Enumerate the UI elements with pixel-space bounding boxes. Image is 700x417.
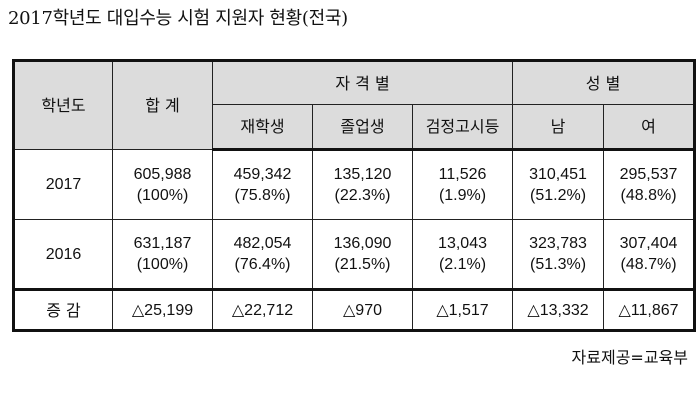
ged-cell: 11,526 (1.9%)	[411, 149, 514, 220]
cell-percent: (22.3%)	[334, 187, 391, 204]
cell-percent: (48.8%)	[620, 187, 677, 204]
header-qualification: 자 격 별	[211, 60, 514, 105]
cell-percent: (48.7%)	[620, 256, 677, 273]
cell-value: 482,054	[233, 235, 292, 252]
header-gender: 성 별	[512, 60, 696, 105]
cell-value: 459,342	[233, 166, 292, 183]
header-enrolled: 재학생	[212, 104, 313, 151]
cell-percent: (76.4%)	[234, 256, 291, 273]
male-cell: 323,783 (51.3%)	[512, 219, 605, 290]
total-cell: 631,187 (100%)	[112, 219, 213, 290]
year-cell: 2017	[13, 149, 113, 220]
male-cell: 310,451 (51.2%)	[512, 149, 605, 220]
cell-percent: (2.1%)	[438, 256, 487, 273]
cell-percent: (100%)	[136, 256, 189, 273]
cell-value: 605,988	[133, 165, 192, 183]
cell-value: 11,526	[438, 166, 487, 183]
source-credit: 자료제공=교육부	[571, 348, 688, 367]
cell-value: 13,043	[438, 235, 487, 252]
table-row: 2016 631,187 (100%) 482,054 (76.4%) 136,…	[13, 219, 696, 290]
header-ged: 검정고시등	[411, 104, 514, 151]
total-cell: 605,988 (100%)	[112, 149, 213, 220]
cell-percent: (75.8%)	[234, 187, 291, 204]
header-graduate: 졸업생	[312, 104, 413, 151]
cell-percent: (100%)	[136, 186, 189, 204]
document-title: 2017학년도 대입수능 시험 지원자 현황(전국)	[8, 8, 348, 29]
change-total: △25,199	[112, 288, 213, 331]
female-cell: 295,537 (48.8%)	[603, 149, 696, 220]
change-male: △13,332	[512, 288, 605, 331]
change-ged: △1,517	[411, 288, 514, 331]
change-label: 증 감	[13, 288, 113, 331]
header-year: 학년도	[13, 60, 113, 150]
header-row-sub: 재학생 졸업생 검정고시등 남 여	[14, 104, 696, 151]
change-row: 증 감 △25,199 △22,712 △970 △1,517 △13,332 …	[13, 288, 696, 331]
enrolled-cell: 459,342 (75.8%)	[212, 149, 313, 220]
header-female: 여	[603, 104, 696, 151]
change-graduate: △970	[312, 288, 413, 331]
cell-value: 307,404	[619, 235, 678, 252]
cell-value: 323,783	[529, 235, 587, 252]
enrolled-cell: 482,054 (76.4%)	[212, 219, 313, 290]
cell-value: 631,187	[133, 235, 192, 252]
ged-cell: 13,043 (2.1%)	[411, 219, 514, 290]
change-female: △11,867	[603, 288, 696, 331]
cell-value: 310,451	[529, 166, 587, 183]
female-cell: 307,404 (48.7%)	[603, 219, 696, 290]
header-total: 합 계	[112, 60, 213, 150]
year-cell: 2016	[13, 219, 113, 290]
graduate-cell: 135,120 (22.3%)	[312, 149, 413, 220]
cell-value: 136,090	[333, 235, 392, 252]
cell-value: 135,120	[333, 166, 392, 183]
header-male: 남	[512, 104, 605, 151]
cell-percent: (51.3%)	[530, 256, 587, 273]
cell-percent: (21.5%)	[334, 256, 391, 273]
header-row-group: 학년도 합 계 자 격 별 성 별	[13, 60, 696, 150]
change-enrolled: △22,712	[212, 288, 313, 331]
table-row: 2017 605,988 (100%) 459,342 (75.8%) 135,…	[13, 149, 696, 220]
cell-percent: (1.9%)	[438, 187, 487, 204]
cell-value: 295,537	[619, 166, 678, 183]
cell-percent: (51.2%)	[530, 187, 587, 204]
applicant-stats-table: 학년도 합 계 자 격 별 성 별 재학생 졸업생 검정고시등 남 여 2017…	[12, 59, 697, 332]
graduate-cell: 136,090 (21.5%)	[312, 219, 413, 290]
